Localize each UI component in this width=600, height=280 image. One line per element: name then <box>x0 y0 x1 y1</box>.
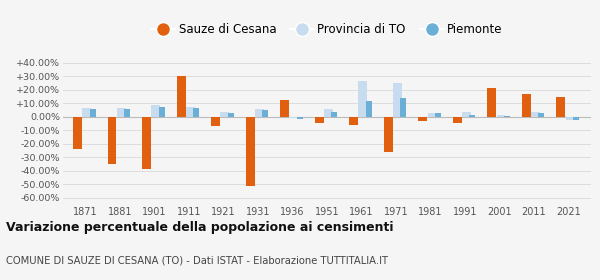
Bar <box>556 97 565 117</box>
Bar <box>246 117 254 186</box>
Bar <box>255 109 263 117</box>
Bar <box>193 108 199 117</box>
Bar <box>297 117 303 119</box>
Bar <box>331 112 337 117</box>
Bar <box>469 115 475 117</box>
Bar <box>531 112 539 117</box>
Legend: Sauze di Cesana, Provincia di TO, Piemonte: Sauze di Cesana, Provincia di TO, Piemon… <box>149 20 505 38</box>
Bar <box>108 117 116 164</box>
Bar <box>418 117 427 122</box>
Bar <box>186 107 194 117</box>
Bar <box>82 108 91 117</box>
Bar <box>358 81 367 117</box>
Bar <box>573 117 579 120</box>
Bar <box>497 115 505 117</box>
Bar <box>324 109 332 117</box>
Bar <box>366 101 372 117</box>
Bar <box>90 109 96 117</box>
Bar <box>124 109 130 117</box>
Bar <box>211 117 220 126</box>
Bar <box>117 108 125 117</box>
Bar <box>289 117 298 118</box>
Bar <box>159 107 165 117</box>
Bar <box>393 83 401 117</box>
Bar <box>315 117 323 123</box>
Text: Variazione percentuale della popolazione ai censimenti: Variazione percentuale della popolazione… <box>6 221 394 234</box>
Bar <box>280 100 289 117</box>
Bar <box>142 117 151 169</box>
Text: COMUNE DI SAUZE DI CESANA (TO) - Dati ISTAT - Elaborazione TUTTITALIA.IT: COMUNE DI SAUZE DI CESANA (TO) - Dati IS… <box>6 255 388 265</box>
Bar <box>73 117 82 149</box>
Bar <box>504 116 510 117</box>
Bar <box>349 117 358 125</box>
Bar <box>177 76 185 117</box>
Bar <box>262 110 268 117</box>
Bar <box>384 117 392 153</box>
Bar <box>487 88 496 117</box>
Bar <box>220 112 229 117</box>
Bar <box>462 112 470 117</box>
Bar <box>538 113 544 117</box>
Bar <box>522 94 530 117</box>
Bar <box>428 113 436 117</box>
Bar <box>228 113 234 117</box>
Bar <box>566 117 574 120</box>
Bar <box>400 99 406 117</box>
Bar <box>453 117 461 123</box>
Bar <box>151 105 160 117</box>
Bar <box>435 113 441 117</box>
